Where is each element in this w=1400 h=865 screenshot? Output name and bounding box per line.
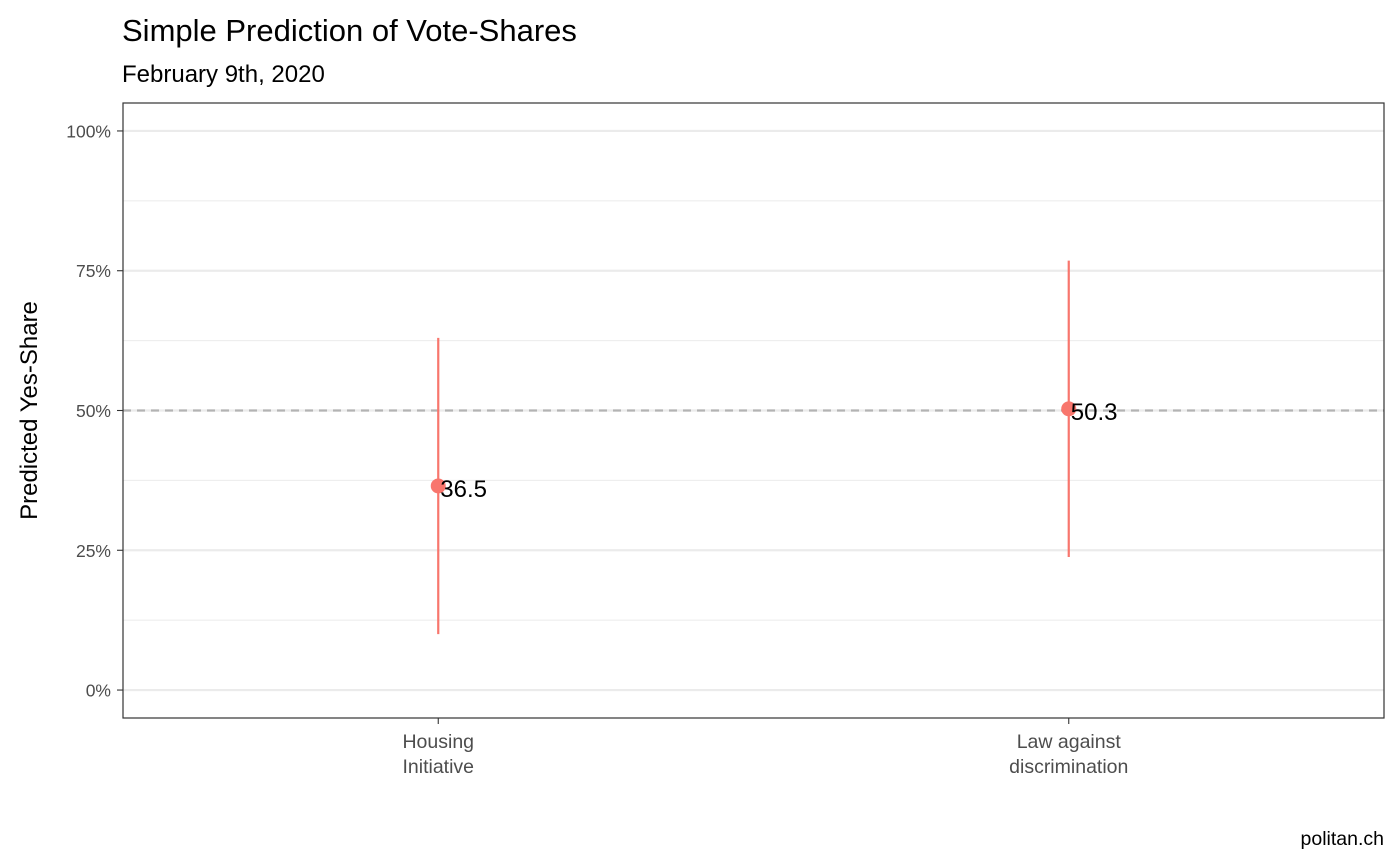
axes: 0% 25% 50% 75% 100% Housing Initiative Law agai…	[66, 121, 1128, 778]
data-point	[1061, 401, 1077, 417]
x-tick-label: Initiative	[402, 756, 474, 778]
data-label: 36.5	[440, 476, 487, 503]
chart-caption: politan.ch	[1301, 828, 1384, 850]
y-tick-label: 50%	[76, 401, 111, 421]
x-tick-label: Law against	[1017, 731, 1122, 753]
panel-border	[122, 102, 1385, 719]
chart-subtitle: February 9th, 2020	[122, 61, 325, 88]
data-marks: 36.5 50.3	[430, 260, 1118, 635]
y-tick-label: 0%	[86, 681, 111, 701]
y-axis-label: Predicted Yes-Share	[16, 301, 43, 520]
x-tick-label: Housing	[402, 731, 474, 753]
data-label: 50.3	[1071, 399, 1118, 426]
y-tick-label: 100%	[66, 121, 111, 141]
x-tick-label: discrimination	[1009, 756, 1128, 778]
y-tick-label: 75%	[76, 261, 111, 281]
chart-title: Simple Prediction of Vote-Shares	[122, 13, 577, 48]
data-point	[430, 478, 446, 494]
y-tick-label: 25%	[76, 541, 111, 561]
